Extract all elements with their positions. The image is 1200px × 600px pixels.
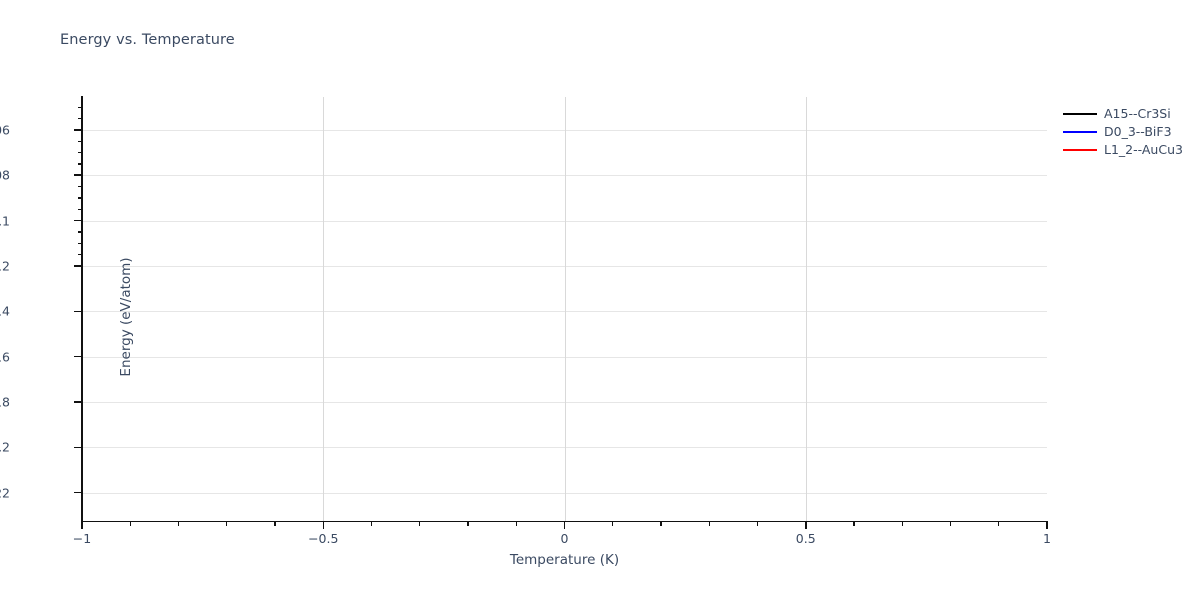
x-axis-ticks [0,521,1200,533]
y-tick-minor [77,151,82,154]
series-layer [82,97,1047,521]
y-tick-minor [77,208,82,210]
x-tick-label: 0.5 [795,531,816,546]
y-tick-major [74,129,82,131]
y-tick-major [74,355,82,358]
y-tick-label: −7.06 [0,122,10,138]
x-tick-label: 1 [1043,531,1051,546]
y-tick-minor [77,106,82,108]
x-tick-minor [756,521,759,526]
y-tick-major [74,265,82,267]
legend-item-label: D0_3--BiF3 [1104,123,1172,139]
y-tick-label: −7.12 [0,258,10,274]
y-tick-minor [77,242,82,244]
x-tick-minor [708,521,710,526]
x-axis-label: Temperature (K) [509,552,620,568]
legend-line-swatch [1063,148,1097,152]
x-tick-major [563,521,566,529]
y-tick-major [74,491,82,494]
y-tick-label: −7.18 [0,394,10,410]
x-tick-major [1046,521,1048,529]
x-tick-minor [901,521,903,526]
x-tick-label: −1 [72,531,92,546]
x-tick-minor [370,521,373,526]
gridline-vertical [564,97,566,521]
x-tick-minor [998,521,1000,526]
legend-item-label: L1_2--AuCu3 [1104,141,1183,157]
y-tick-minor [77,197,82,199]
x-tick-major [322,521,324,529]
y-tick-major [74,401,82,403]
gridline-vertical [323,97,325,521]
y-tick-label: −7.16 [0,349,10,365]
chart-title: Energy vs. Temperature [60,32,235,48]
y-axis-tick-labels: −7.06 −7.08 −7.1 −7.12 −7.14 −7.16 −7.18 −7.2 −7… [0,97,82,521]
y-tick-label: −7.2 [0,439,10,455]
x-tick-minor [949,521,952,526]
y-axis-ticks [0,97,82,521]
y-tick-label: −7.1 [0,213,10,229]
y-tick-major [74,174,82,176]
legend-item[interactable]: D0_3--BiF3 [1063,123,1198,141]
x-tick-minor [177,521,180,526]
x-tick-minor [274,521,276,526]
y-tick-minor [77,163,82,165]
y-tick-minor [77,231,82,233]
y-tick-major [74,446,82,449]
y-tick-major [74,310,82,313]
legend[interactable]: A15--Cr3Si D0_3--BiF3 L1_2--AuCu3 [1063,105,1198,159]
y-tick-label: −7.22 [0,485,10,501]
x-tick-major [805,521,807,529]
x-tick-minor [660,521,662,526]
y-tick-major [74,219,82,222]
legend-item[interactable]: A15--Cr3Si [1063,105,1198,123]
y-axis-spine [81,96,83,522]
x-tick-label: −0.5 [308,531,339,546]
y-tick-label: −7.14 [0,303,10,319]
x-tick-minor [612,521,614,526]
y-tick-label: −7.08 [0,167,10,183]
legend-line-swatch [1063,130,1097,134]
legend-line-swatch [1063,112,1097,116]
legend-item[interactable]: L1_2--AuCu3 [1063,141,1198,159]
y-axis-label: Energy (eV/atom) [118,257,134,377]
x-tick-minor [515,521,517,526]
x-axis-tick-labels: −1 −0.5 0 0.5 1 [0,521,1200,551]
y-tick-minor [77,253,82,256]
plot-area[interactable] [82,97,1047,521]
y-tick-minor [77,140,82,142]
x-tick-minor [129,521,131,526]
x-tick-minor [853,521,855,526]
x-tick-minor [419,521,421,526]
y-tick-minor [77,185,82,188]
gridline-vertical [805,97,807,521]
x-tick-major [81,521,83,529]
legend-item-label: A15--Cr3Si [1104,105,1171,121]
x-tick-minor [467,521,469,526]
x-tick-minor [226,521,228,526]
y-tick-minor [77,117,82,120]
x-tick-label: 0 [560,531,569,546]
